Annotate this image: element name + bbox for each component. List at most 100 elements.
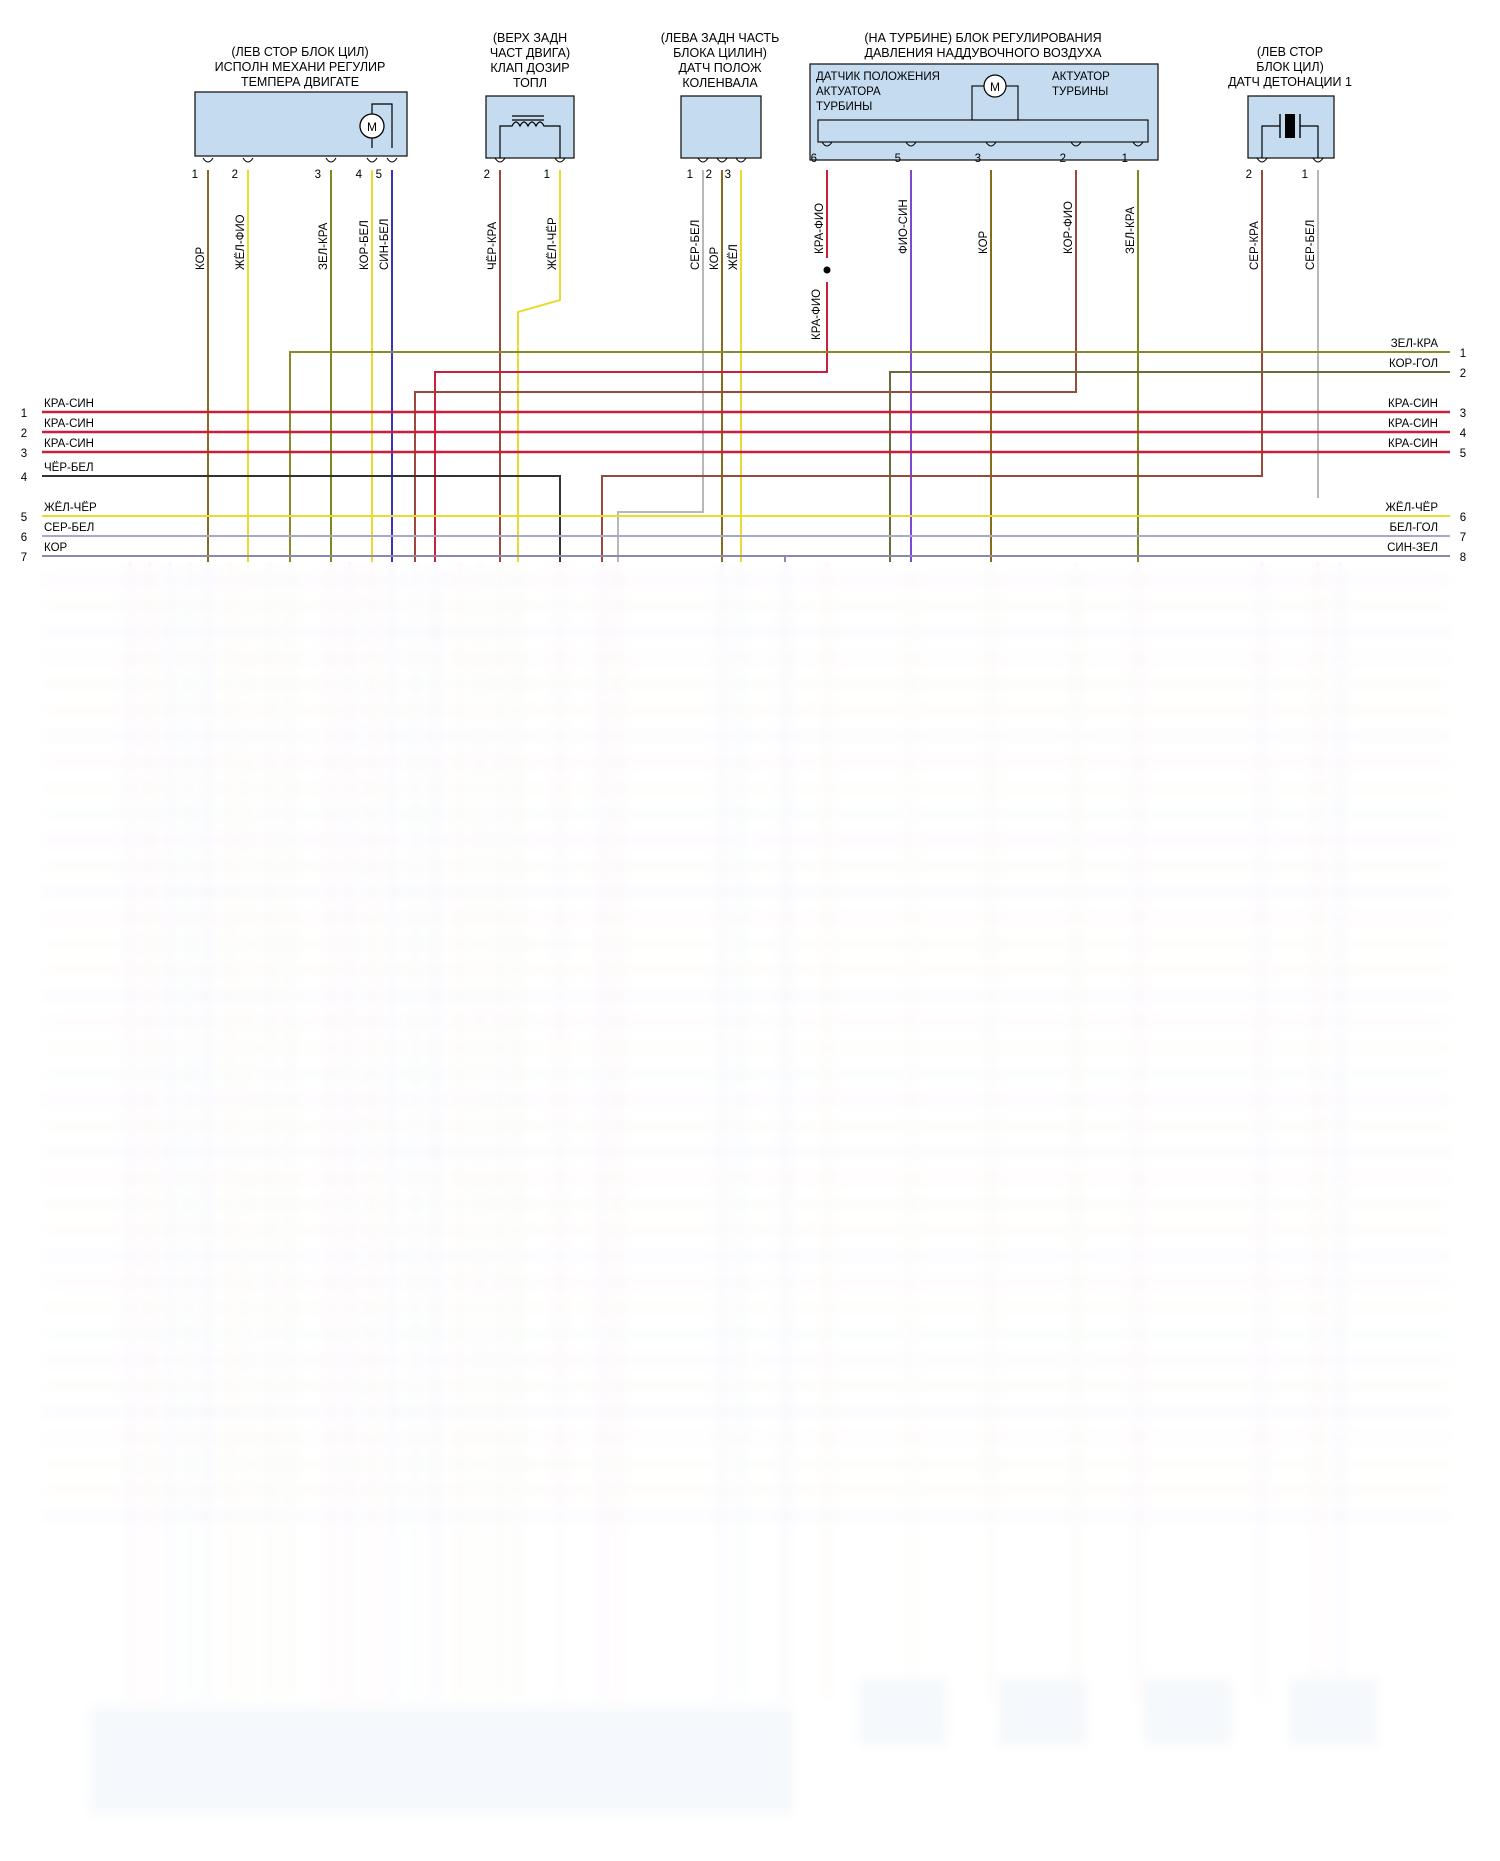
- pin-number: 2: [1246, 169, 1252, 181]
- connector-pin: [1312, 157, 1324, 163]
- c4-inner-right-2: ТУРБИНЫ: [1052, 86, 1108, 98]
- pin-wire-label: КОР-БЕЛ: [359, 220, 371, 270]
- right-wire-label: КОР-ГОЛ: [1389, 358, 1438, 370]
- wire: [434, 282, 828, 562]
- left-wire-number: 4: [21, 472, 28, 484]
- solenoid-icon: [499, 115, 561, 158]
- pin-wire-label: ЗЕЛ-КРА: [1125, 206, 1137, 254]
- pin-wire-label: ЖЁЛ-ЧЁР: [547, 217, 559, 270]
- connector-pin: [1070, 141, 1082, 147]
- wire: [517, 170, 561, 562]
- pin-number: 2: [484, 169, 490, 181]
- right-wire-label: СИН-ЗЕЛ: [1387, 542, 1438, 554]
- pin-number: 5: [376, 169, 382, 181]
- left-wire-label: КРА-СИН: [44, 398, 94, 410]
- pin-wire-label: КОР: [709, 246, 721, 270]
- pin-number: 1: [1122, 153, 1128, 165]
- right-wire-number: 8: [1460, 552, 1466, 564]
- wire: [42, 475, 561, 562]
- right-wire-label: ЗЕЛ-КРА: [1391, 338, 1439, 350]
- pin-number: 1: [544, 169, 550, 181]
- boost-pressure-control-unit: (НА ТУРБИНЕ) БЛОК РЕГУЛИРОВАНИЯ ДАВЛЕНИЯ…: [809, 31, 1159, 161]
- pin-wire-label: ЧЁР-КРА: [487, 222, 499, 270]
- pin-wire-label: КОР: [195, 246, 207, 270]
- connector-pin: [1132, 141, 1144, 147]
- svg-text:M: M: [367, 120, 377, 134]
- blurred-region: [0, 562, 1500, 1861]
- left-wire-label: КРА-СИН: [44, 418, 94, 430]
- pin-number: 1: [1302, 169, 1308, 181]
- wire: [289, 351, 1450, 562]
- left-wire-number: 1: [21, 408, 27, 420]
- splice-wire-label: КРА-ФИО: [811, 289, 823, 340]
- left-wire-label: КРА-СИН: [44, 438, 94, 450]
- left-wire-number: 7: [21, 552, 27, 564]
- connector-pin: [242, 157, 254, 163]
- crankshaft-position-sensor: (ЛЕВА ЗАДН ЧАСТЬ БЛОКА ЦИЛИН) ДАТЧ ПОЛОЖ…: [661, 31, 779, 159]
- c5-title-line-1: (ЛЕВ СТОР: [1257, 45, 1323, 59]
- c2-title-line-2: ЧАСТ ДВИГА): [490, 46, 570, 60]
- connector-pin: [554, 157, 566, 163]
- pin-wire-label: СЕР-БЕЛ: [1305, 220, 1317, 270]
- wire-lines: [42, 170, 1450, 562]
- c2-title-line-3: КЛАП ДОЗИР: [490, 61, 569, 75]
- pin-number: 1: [192, 169, 198, 181]
- wire: [414, 170, 1077, 562]
- connector-pin: [985, 141, 997, 147]
- c4-inner-left-2: АКТУАТОРА: [816, 86, 881, 98]
- pin-number: 4: [356, 169, 363, 181]
- right-wire-label: КРА-СИН: [1388, 398, 1438, 410]
- right-wire-label: БЕЛ-ГОЛ: [1389, 522, 1438, 534]
- c3-title-line-4: КОЛЕНВАЛА: [682, 76, 758, 90]
- c4-title-line-2: ДАВЛЕНИЯ НАДДУВОЧНОГО ВОЗДУХА: [865, 46, 1103, 60]
- left-wire-label: КОР: [44, 542, 68, 554]
- left-wire-number: 2: [21, 428, 27, 440]
- motor-icon: M: [359, 103, 393, 148]
- left-wire-label: ЖЁЛ-ЧЁР: [44, 502, 97, 514]
- pin-wire-label: КОР-ФИО: [1063, 201, 1075, 254]
- pin-wire-label: ЖЁЛ-ФИО: [235, 214, 247, 270]
- left-wire-number: 6: [21, 532, 27, 544]
- c2-box: [485, 95, 575, 159]
- pin-wire-label: СИН-БЕЛ: [379, 219, 391, 270]
- pin-wire-label: ЗЕЛ-КРА: [318, 222, 330, 270]
- connector-pin: [325, 157, 337, 163]
- right-wire-number: 4: [1460, 428, 1467, 440]
- connector-pin: [386, 157, 398, 163]
- right-wire-number: 1: [1460, 348, 1466, 360]
- pin-number: 2: [1060, 153, 1066, 165]
- right-wire-number: 2: [1460, 368, 1466, 380]
- motor-icon: M: [971, 74, 1019, 121]
- knock-sensor-1: (ЛЕВ СТОР БЛОК ЦИЛ) ДАТЧ ДЕТОНАЦИИ 1: [1228, 45, 1352, 159]
- pin-wire-label: ФИО-СИН: [898, 199, 910, 254]
- connector-pin: [202, 157, 214, 163]
- pin-number: 6: [811, 153, 817, 165]
- right-wire-label: ЖЁЛ-ЧЁР: [1385, 502, 1438, 514]
- pin-wire-label: КОР: [978, 230, 990, 254]
- splice-dot: [823, 266, 831, 274]
- right-wire-number: 3: [1460, 408, 1466, 420]
- pin-number: 2: [232, 169, 238, 181]
- pin-wire-label: СЕР-БЕЛ: [690, 220, 702, 270]
- connector-pins: 1 2 3 4 5 2 1 1 2 3 6 5 3 2 1 2 1: [192, 141, 1324, 181]
- left-wire-number: 3: [21, 448, 27, 460]
- engine-temp-regulator-actuator: (ЛЕВ СТОР БЛОК ЦИЛ) ИСПОЛН МЕХАНИ РЕГУЛИ…: [194, 45, 408, 157]
- right-wire-label: КРА-СИН: [1388, 438, 1438, 450]
- pin-number: 1: [687, 169, 693, 181]
- right-wire-label: КРА-СИН: [1388, 418, 1438, 430]
- connector-pin: [735, 157, 747, 163]
- c4-box: [809, 63, 1159, 161]
- right-wire-number: 5: [1460, 448, 1466, 460]
- pin-number: 3: [975, 153, 981, 165]
- connector-pin: [716, 157, 728, 163]
- pin-number: 3: [315, 169, 321, 181]
- c2-title-line-1: (ВЕРХ ЗАДН: [493, 31, 567, 45]
- right-wire-number: 6: [1460, 512, 1466, 524]
- connector-pin: [905, 141, 917, 147]
- connector-pin: [697, 157, 709, 163]
- pin-number: 2: [706, 169, 712, 181]
- connector-pin: [494, 157, 506, 163]
- c5-title-line-2: БЛОК ЦИЛ): [1256, 60, 1323, 74]
- c1-title-line-2: ИСПОЛН МЕХАНИ РЕГУЛИР: [215, 60, 386, 74]
- c1-title-line-1: (ЛЕВ СТОР БЛОК ЦИЛ): [231, 45, 368, 59]
